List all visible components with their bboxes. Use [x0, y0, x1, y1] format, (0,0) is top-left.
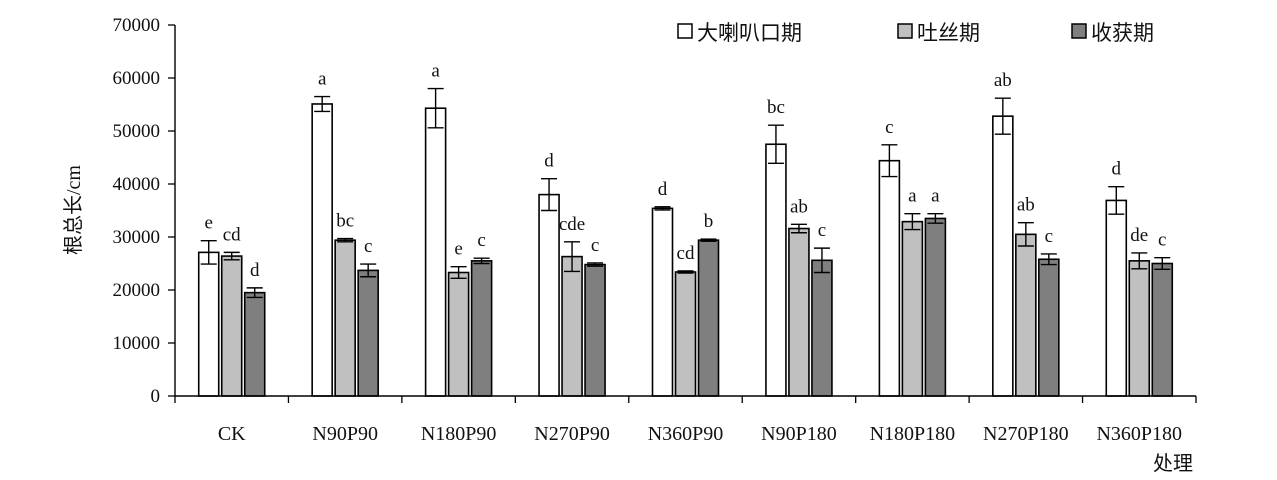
bar [424, 107, 447, 397]
bar [311, 103, 333, 397]
significance-letter: ab [994, 70, 1012, 91]
bar [765, 143, 787, 397]
significance-letter: e [205, 213, 213, 234]
significance-letter: c [1158, 230, 1166, 251]
legend-label: 收获期 [1091, 21, 1154, 45]
legend-swatch [677, 23, 693, 39]
significance-letter: bc [336, 211, 354, 232]
bar [878, 159, 901, 397]
significance-letter: cd [677, 243, 695, 264]
bar [901, 220, 924, 397]
x-category-label: N90P180 [761, 423, 837, 445]
significance-letter: c [477, 230, 485, 251]
bar [243, 291, 266, 397]
x-category-label: N360P90 [648, 423, 724, 445]
x-category-label: N360P180 [1096, 423, 1182, 445]
significance-letter: cd [223, 224, 241, 245]
bar [357, 269, 379, 397]
significance-letter: d [1112, 159, 1122, 180]
axes-layer: 0 10000 20000 30000 40000 50000 60000 70000 CK N9… [113, 15, 1197, 445]
significance-letter: a [908, 186, 917, 207]
bar [561, 255, 583, 397]
y-tick-label: 50000 [113, 121, 161, 142]
legend: 大喇叭口期 吐丝期 收获期 [677, 21, 1154, 45]
legend-label: 吐丝期 [917, 21, 980, 45]
y-tick-label: 60000 [113, 68, 161, 89]
significance-letter: cde [559, 214, 585, 235]
x-category-label: N90P90 [312, 423, 378, 445]
significance-letter: d [544, 151, 554, 172]
bar [992, 115, 1014, 397]
x-category-label: CK [218, 423, 246, 445]
y-tick-label: 30000 [113, 227, 161, 248]
y-tick-label: 0 [151, 386, 161, 407]
y-tick-label: 20000 [113, 280, 161, 301]
significance-letter: c [591, 235, 599, 256]
x-category-label: N270P180 [983, 423, 1069, 445]
bar [197, 251, 220, 397]
bars-layer [197, 87, 1174, 397]
bar [697, 239, 720, 397]
bar [584, 263, 606, 397]
significance-letter: a [931, 186, 940, 207]
y-tick-label: 70000 [113, 15, 161, 36]
significance-letter: e [454, 239, 462, 260]
bar [651, 207, 674, 397]
significance-letter: c [364, 236, 372, 257]
bar [1128, 260, 1151, 397]
significance-letter: ab [1017, 195, 1035, 216]
significance-letter: d [250, 260, 260, 281]
y-tick-label: 10000 [113, 333, 161, 354]
bar [1038, 258, 1060, 397]
bar [1015, 233, 1037, 397]
bar [538, 193, 560, 397]
bar [924, 217, 947, 397]
significance-letter: c [885, 117, 893, 138]
x-category-label: N180P180 [870, 423, 956, 445]
significance-letter: c [818, 220, 826, 241]
bar [470, 260, 493, 397]
legend-label: 大喇叭口期 [697, 21, 802, 45]
bar [1151, 262, 1174, 397]
bar [1105, 199, 1128, 397]
bar [447, 271, 470, 397]
x-category-label: N270P90 [534, 423, 610, 445]
legend-swatch [897, 23, 913, 39]
significance-letter: ab [790, 196, 808, 217]
bar [334, 239, 356, 397]
x-axis-title: 处理 [1153, 452, 1193, 475]
bar [811, 259, 833, 397]
bar [788, 227, 810, 397]
bar [674, 271, 697, 397]
significance-letter: a [431, 61, 440, 82]
y-axis-title: 根总长/cm [62, 165, 85, 255]
y-tick-label: 40000 [113, 174, 161, 195]
significance-letter: d [658, 179, 668, 200]
significance-letter: bc [767, 97, 785, 118]
significance-letter: b [704, 211, 714, 232]
significance-letter: c [1045, 226, 1053, 247]
significance-letter: a [318, 69, 327, 90]
bar [220, 255, 243, 397]
x-category-label: N180P90 [421, 423, 497, 445]
significance-letter: de [1130, 225, 1148, 246]
legend-swatch [1071, 23, 1087, 39]
